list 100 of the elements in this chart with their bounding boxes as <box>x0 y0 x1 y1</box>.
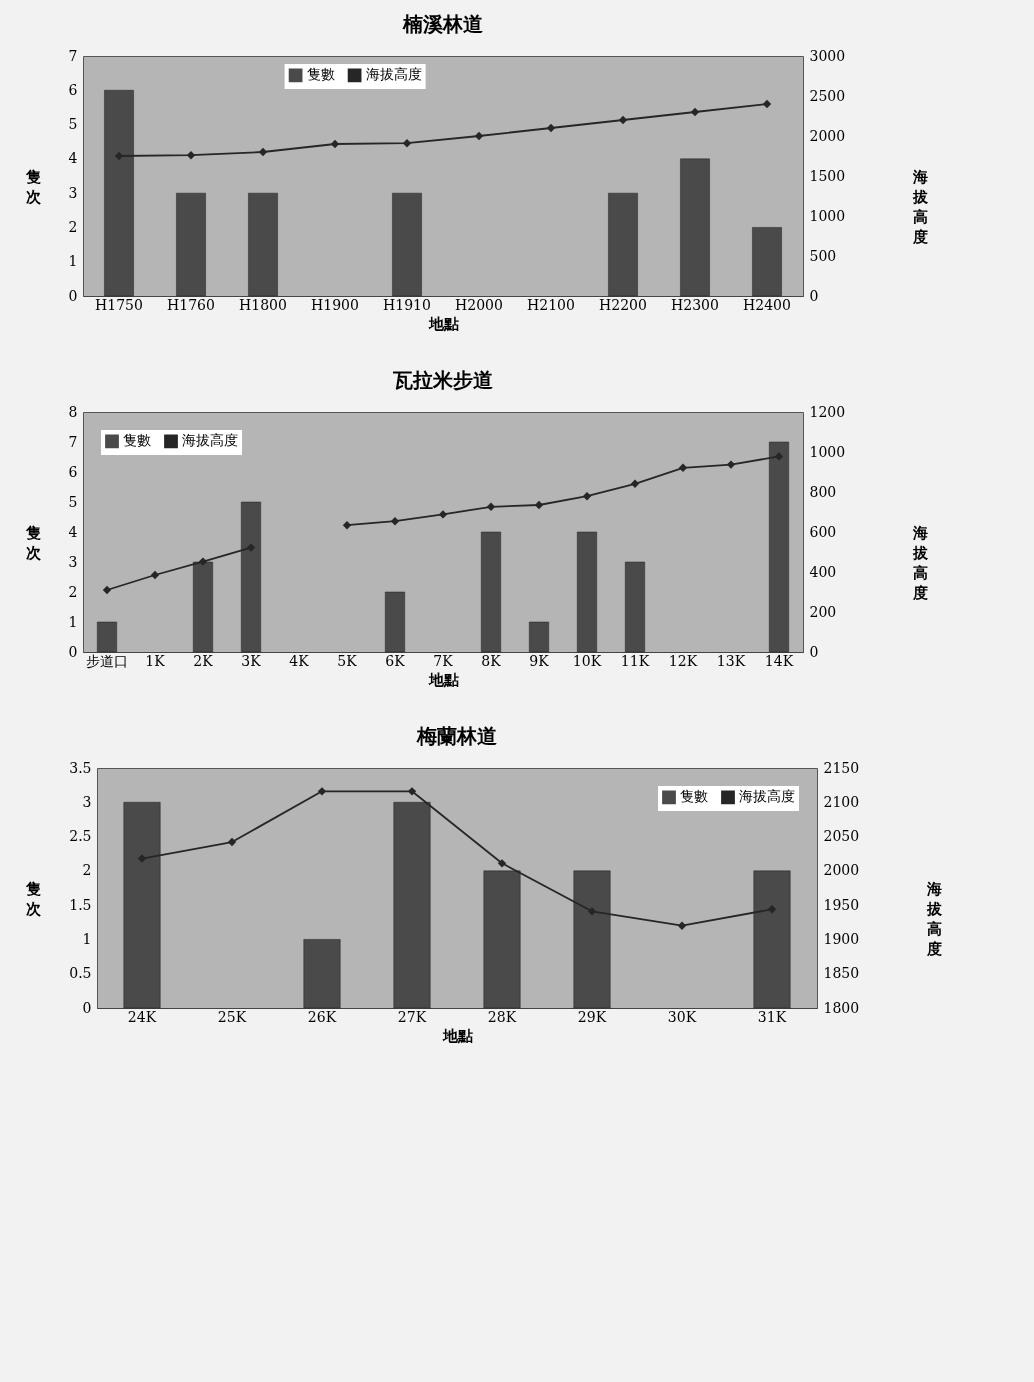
x-tick-label: 8K <box>481 652 502 669</box>
x-tick-label: H1760 <box>167 296 215 313</box>
y2-tick-label: 2500 <box>809 87 846 104</box>
point <box>198 557 208 566</box>
y2-tick-label: 500 <box>809 247 837 264</box>
y2-tick-label: 200 <box>809 603 837 620</box>
point <box>630 479 640 488</box>
x-tick-label: H2000 <box>455 296 503 313</box>
point <box>438 510 448 519</box>
point <box>390 517 400 526</box>
point <box>677 921 687 930</box>
y2-tick-label: 1000 <box>809 443 846 460</box>
y-tick-label: 6 <box>68 463 78 480</box>
y-tick-label: 3 <box>68 553 78 570</box>
point <box>534 500 544 510</box>
y-tick-label: 1.5 <box>69 896 92 913</box>
x-tick-label: 3K <box>241 652 262 669</box>
x-tick-label: 9K <box>529 652 550 669</box>
y2-tick-label: 400 <box>809 563 837 580</box>
x-tick-label: 31K <box>757 1008 787 1025</box>
x-axis-title: 地點 <box>441 1026 473 1045</box>
point <box>137 854 147 863</box>
y-tick-label: 3.5 <box>69 759 92 776</box>
x-tick-label: 7K <box>433 652 454 669</box>
legend-label: 隻數 <box>306 66 335 83</box>
x-axis-title: 地點 <box>427 314 459 333</box>
y2-tick-label: 1800 <box>823 999 860 1016</box>
point <box>678 463 688 472</box>
legend-label: 隻數 <box>123 432 151 449</box>
y2-tick-label: 1500 <box>809 167 846 184</box>
y2-tick-label: 2150 <box>823 759 860 776</box>
y2-tick-label: 800 <box>809 483 837 500</box>
y-tick-label: 2 <box>82 862 92 879</box>
point <box>342 521 352 530</box>
point <box>150 570 160 580</box>
x-tick-label: 5K <box>337 652 358 669</box>
y2-axis-title: 海拔高度 <box>912 167 930 246</box>
x-tick-label: 10K <box>572 652 602 669</box>
point <box>767 905 777 914</box>
y-tick-label: 4 <box>68 150 78 167</box>
x-tick-label: H2300 <box>671 296 719 313</box>
point <box>102 585 112 595</box>
x-tick-label: 步道口 <box>86 652 128 669</box>
y2-axis-title: 海拔高度 <box>912 523 930 602</box>
y-axis-title: 隻次 <box>25 879 43 918</box>
legend-label: 海拔高度 <box>739 788 795 805</box>
point <box>407 787 417 796</box>
y-tick-label: 1 <box>68 253 78 270</box>
y-tick-label: 0 <box>68 643 78 660</box>
x-tick-label: 24K <box>127 1008 157 1025</box>
y2-tick-label: 1950 <box>823 896 860 913</box>
y-tick-label: 4 <box>68 523 78 540</box>
point <box>317 787 327 796</box>
x-tick-label: H2100 <box>527 296 575 313</box>
point <box>726 460 736 469</box>
y-tick-label: 5 <box>68 493 78 510</box>
x-tick-label: H1800 <box>239 296 287 313</box>
x-tick-label: 27K <box>397 1008 427 1025</box>
point <box>186 151 196 160</box>
y-tick-label: 1 <box>68 613 78 630</box>
point <box>690 107 700 117</box>
x-tick-label: 6K <box>385 652 406 669</box>
y2-tick-label: 2000 <box>823 862 860 879</box>
y2-tick-label: 2050 <box>823 828 860 845</box>
point <box>497 859 507 868</box>
point <box>246 543 256 552</box>
x-tick-label: 12K <box>668 652 698 669</box>
y2-tick-label: 0 <box>809 643 819 660</box>
y-tick-label: 2.5 <box>69 828 92 845</box>
y-tick-label: 2 <box>68 218 78 235</box>
chart-title: 瓦拉米步道 <box>392 368 493 392</box>
x-tick-label: 25K <box>217 1008 247 1025</box>
x-tick-label: 2K <box>193 652 214 669</box>
y2-tick-label: 2100 <box>823 793 860 810</box>
legend-label: 海拔高度 <box>182 432 238 449</box>
legend-label: 隻數 <box>680 788 708 805</box>
legend-label: 海拔高度 <box>365 66 422 83</box>
y-tick-label: 0 <box>68 287 78 304</box>
y-axis-title: 隻次 <box>24 167 42 206</box>
y-tick-label: 6 <box>68 81 78 98</box>
point <box>402 139 412 148</box>
x-tick-label: H2400 <box>743 296 791 313</box>
x-tick-label: 29K <box>577 1008 607 1025</box>
y-tick-label: 3 <box>68 184 78 201</box>
y2-tick-label: 600 <box>809 523 837 540</box>
point <box>474 131 484 141</box>
y-tick-label: 8 <box>68 403 78 420</box>
y2-tick-label: 3000 <box>809 47 846 64</box>
x-axis-title: 地點 <box>427 670 459 689</box>
y2-tick-label: 1900 <box>823 930 860 947</box>
point <box>582 492 592 501</box>
x-tick-label: H1900 <box>311 296 359 313</box>
y-tick-label: 2 <box>68 583 78 600</box>
y-tick-label: 5 <box>68 116 78 133</box>
point <box>762 99 772 109</box>
y2-tick-label: 1200 <box>809 403 846 420</box>
x-tick-label: 4K <box>289 652 310 669</box>
point <box>774 452 784 461</box>
y2-tick-label: 0 <box>809 287 819 304</box>
x-tick-label: 30K <box>667 1008 697 1025</box>
